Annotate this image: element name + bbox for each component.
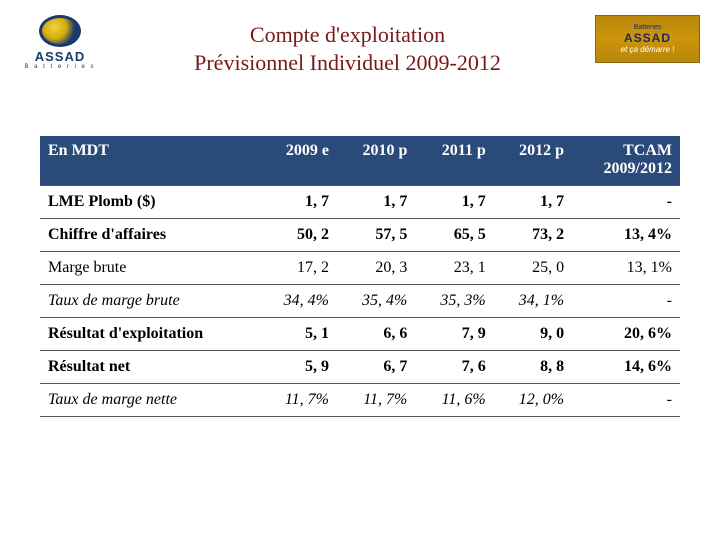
logo-right-slogan: et ça démarre !	[621, 45, 675, 54]
logo-right-brand: ASSAD	[624, 31, 671, 45]
cell: 34, 4%	[259, 284, 337, 317]
logo-circle-icon	[39, 15, 81, 47]
cell: 11, 7%	[337, 383, 415, 416]
cell: 13, 4%	[572, 218, 680, 251]
table-row: Taux de marge nette11, 7%11, 7%11, 6%12,…	[40, 383, 680, 416]
cell: 50, 2	[259, 218, 337, 251]
row-label: Taux de marge nette	[40, 383, 259, 416]
cell: 1, 7	[259, 185, 337, 218]
logo-sub-text: B a t t e r i e s	[24, 64, 95, 70]
cell: 14, 6%	[572, 350, 680, 383]
financial-table: En MDT2009 e2010 p2011 p2012 pTCAM2009/2…	[40, 136, 680, 417]
col-2: 2010 p	[337, 136, 415, 185]
cell: 5, 9	[259, 350, 337, 383]
cell: 12, 0%	[494, 383, 572, 416]
table-container: En MDT2009 e2010 p2011 p2012 pTCAM2009/2…	[0, 86, 720, 417]
cell: 20, 6%	[572, 317, 680, 350]
cell: 6, 7	[337, 350, 415, 383]
cell: 35, 4%	[337, 284, 415, 317]
table-row: Résultat net5, 96, 77, 68, 814, 6%	[40, 350, 680, 383]
row-label: Résultat net	[40, 350, 259, 383]
cell: 6, 6	[337, 317, 415, 350]
title-block: Compte d'exploitation Prévisionnel Indiv…	[100, 15, 595, 76]
cell: 1, 7	[494, 185, 572, 218]
table-header-row: En MDT2009 e2010 p2011 p2012 pTCAM2009/2…	[40, 136, 680, 185]
logo-left: ASSAD B a t t e r i e s	[20, 15, 100, 70]
table-body: LME Plomb ($)1, 71, 71, 71, 7-Chiffre d'…	[40, 185, 680, 416]
cell: 23, 1	[415, 251, 493, 284]
row-label: Marge brute	[40, 251, 259, 284]
cell: 11, 6%	[415, 383, 493, 416]
cell: 34, 1%	[494, 284, 572, 317]
row-label: Résultat d'exploitation	[40, 317, 259, 350]
logo-right: Batteries ASSAD et ça démarre !	[595, 15, 700, 63]
cell: 13, 1%	[572, 251, 680, 284]
row-label: Taux de marge brute	[40, 284, 259, 317]
col-1: 2009 e	[259, 136, 337, 185]
cell: 73, 2	[494, 218, 572, 251]
col-4: 2012 p	[494, 136, 572, 185]
cell: 8, 8	[494, 350, 572, 383]
table-row: LME Plomb ($)1, 71, 71, 71, 7-	[40, 185, 680, 218]
cell: 17, 2	[259, 251, 337, 284]
logo-right-top: Batteries	[634, 24, 662, 31]
cell: 9, 0	[494, 317, 572, 350]
cell: 1, 7	[337, 185, 415, 218]
cell: 20, 3	[337, 251, 415, 284]
cell: 65, 5	[415, 218, 493, 251]
logo-brand-text: ASSAD	[35, 49, 86, 64]
cell: -	[572, 185, 680, 218]
cell: 5, 1	[259, 317, 337, 350]
cell: 1, 7	[415, 185, 493, 218]
slide-header: ASSAD B a t t e r i e s Compte d'exploit…	[0, 0, 720, 86]
col-5: TCAM2009/2012	[572, 136, 680, 185]
table-head: En MDT2009 e2010 p2011 p2012 pTCAM2009/2…	[40, 136, 680, 185]
table-row: Taux de marge brute34, 4%35, 4%35, 3%34,…	[40, 284, 680, 317]
title-line-1: Compte d'exploitation	[100, 21, 595, 49]
cell: 11, 7%	[259, 383, 337, 416]
table-row: Chiffre d'affaires50, 257, 565, 573, 213…	[40, 218, 680, 251]
cell: 7, 9	[415, 317, 493, 350]
cell: -	[572, 284, 680, 317]
row-label: LME Plomb ($)	[40, 185, 259, 218]
cell: 57, 5	[337, 218, 415, 251]
cell: -	[572, 383, 680, 416]
col-3: 2011 p	[415, 136, 493, 185]
row-label: Chiffre d'affaires	[40, 218, 259, 251]
col-label: En MDT	[40, 136, 259, 185]
table-row: Résultat d'exploitation5, 16, 67, 99, 02…	[40, 317, 680, 350]
table-row: Marge brute17, 220, 323, 125, 013, 1%	[40, 251, 680, 284]
cell: 35, 3%	[415, 284, 493, 317]
cell: 25, 0	[494, 251, 572, 284]
cell: 7, 6	[415, 350, 493, 383]
title-line-2: Prévisionnel Individuel 2009-2012	[100, 49, 595, 77]
